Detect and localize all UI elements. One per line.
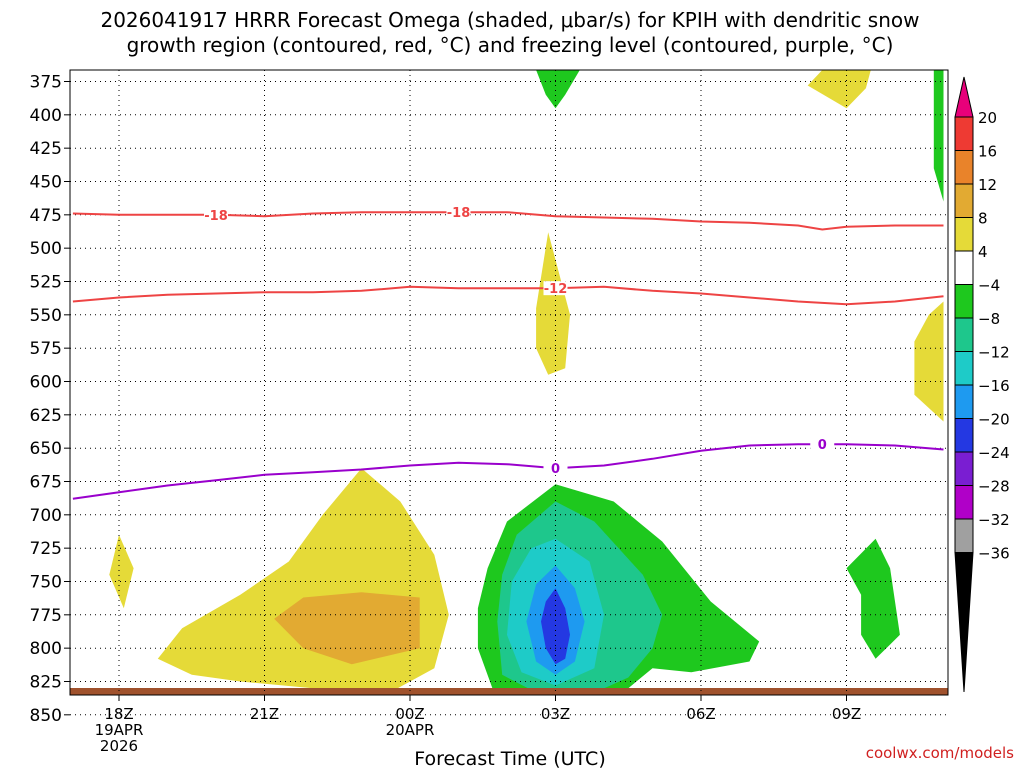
y-tick-label: 850 [30,706,62,726]
grid-lines [70,70,948,716]
chart-title-line2: growth region (contoured, red, °C) and f… [127,33,894,57]
colorbar-label: −8 [978,310,1000,328]
y-tick-label: 475 [30,206,62,226]
y-tick-label: 650 [30,439,62,459]
y-tick-label: 750 [30,572,62,592]
contour-label-bg [204,207,228,222]
contour-label-bg [543,281,568,296]
x-tick-label: 00Z [395,705,424,723]
colorbar-label: −20 [978,411,1010,429]
colorbar-top-arrow [954,76,974,118]
contour-label: -18 [204,209,228,224]
colorbar-swatch [954,384,974,419]
colorbar-swatch [954,518,974,553]
colorbar-label: 20 [978,109,997,127]
omega-region-2 [109,534,134,609]
contour-label-bg [446,205,471,220]
x-tick-label: 19APR [95,721,144,739]
contour-label: -12 [544,282,568,297]
colorbar-swatch [954,183,974,218]
colorbar-label: 12 [978,176,997,194]
colorbar-label: −28 [978,478,1010,496]
x-tick-label: 06Z [686,705,715,723]
omega-region-10 [541,588,570,665]
colorbar-swatch [954,317,974,352]
y-tick-label: 700 [30,506,62,526]
x-tick-label: 09Z [832,705,861,723]
pressure-axis: 375 400 425 450 475 500 525 550 575 600 625 650 675 7… [30,73,70,726]
x-tick-label: 20APR [386,721,435,739]
colorbar-swatch [954,250,974,285]
omega-region-13 [846,538,900,659]
colorbar-swatch [954,351,974,386]
contour-label: 0 [551,462,560,477]
colorbar-label: 4 [978,243,988,261]
x-tick-label: 2026 [100,737,138,755]
omega-region-5 [914,301,944,422]
x-tick-label: 03Z [541,705,570,723]
colorbar-swatch [954,217,974,252]
colorbar-swatch [954,418,974,453]
colorbar-label: −12 [978,344,1010,362]
x-tick-label: 18Z [104,705,133,723]
y-tick-label: 675 [30,472,62,492]
y-tick-label: 425 [30,139,62,159]
omega-region-3 [536,232,570,375]
watermark-text: coolwx.com/models [866,744,1014,762]
chart-title-line1: 2026041917 HRRR Forecast Omega (shaded, … [100,8,919,32]
y-tick-label: 625 [30,406,62,426]
temperature-contours: -18 -18 -12 0 0 [72,205,944,500]
x-tick-label: 21Z [250,705,279,723]
omega-colorbar: 20 16 12 8 4 −4 −8 −12 −16 −20 −24 −28 −32 −36 [954,76,1010,693]
y-tick-label: 375 [30,73,62,93]
y-tick-label: 825 [30,672,62,692]
colorbar-swatch [954,284,974,319]
y-tick-label: 550 [30,306,62,326]
colorbar-label: −4 [978,277,1000,295]
plot-frame [69,69,949,696]
colorbar-label: −16 [978,377,1010,395]
y-tick-label: 525 [30,272,62,292]
colorbar-swatch [954,116,974,151]
y-tick-label: 450 [30,172,62,192]
y-tick-label: 400 [30,106,62,126]
terrain-strip [70,688,948,695]
y-tick-label: 600 [30,372,62,392]
omega-region-11 [536,70,580,109]
contour-line-1 [72,285,944,306]
contour-label-bg [810,437,835,452]
y-tick-label: 575 [30,339,62,359]
x-axis-label: Forecast Time (UTC) [414,748,605,768]
contour-label-bg [543,461,568,476]
colorbar-label: −36 [978,545,1010,563]
y-tick-label: 800 [30,639,62,659]
y-tick-label: 775 [30,606,62,626]
colorbar-swatch [954,451,974,486]
omega-shading [109,70,944,695]
colorbar-label: 8 [978,210,988,228]
y-tick-label: 725 [30,539,62,559]
contour-line-2 [72,443,944,500]
colorbar-label: −32 [978,511,1010,529]
contour-label: 0 [818,438,827,453]
contour-label: -18 [447,206,471,221]
colorbar-bottom-arrow [954,552,974,693]
colorbar-label: 16 [978,143,997,161]
omega-region-4 [807,70,871,109]
omega-region-1 [274,592,420,665]
colorbar-label: −24 [978,444,1010,462]
y-tick-label: 500 [30,239,62,259]
omega-region-12 [933,70,944,202]
colorbar-swatch [954,485,974,520]
colorbar-swatch [954,150,974,185]
